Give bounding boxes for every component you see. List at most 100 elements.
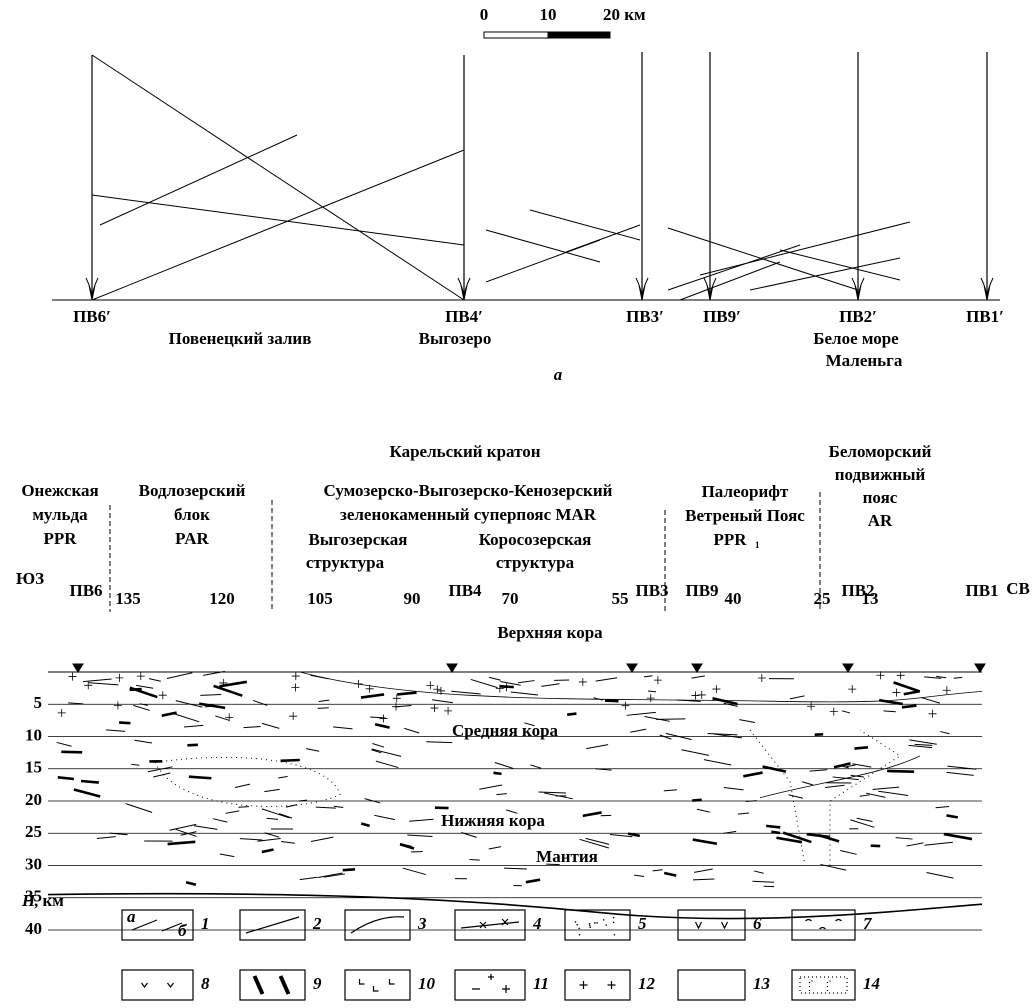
granite-sign [830,708,838,716]
reflector [739,720,755,723]
granite-sign [159,691,167,699]
reflector [840,851,856,855]
reflector [186,882,196,885]
legend-symbol [461,919,519,928]
legend-symbol [351,917,404,933]
reflector [921,698,940,704]
station-label: ПВ9 [685,581,718,600]
legend-number: 13 [753,974,771,993]
reflector [586,745,608,749]
reflector [281,842,295,844]
granite-sign [426,681,434,689]
distance-label: 120 [209,589,235,608]
reflector [681,750,708,756]
legend-dot [575,921,577,923]
station-triangle [975,664,985,672]
region-label: PPR [43,529,77,548]
legend-dot [589,923,591,925]
reflector [906,843,923,846]
reflector [754,871,764,873]
granite-sign [892,689,900,697]
station-label: ПВ9′ [703,307,741,326]
reflector [833,777,859,780]
granite-sign [137,672,145,680]
body: 0 10 20 км ПВ6′ ПВ4′ ПВ3′ ПВ9′ ПВ2′ ПВ1′… [0,0,1034,1008]
depth-tick-label: 15 [25,758,42,777]
reflector [235,784,250,787]
granite-sign [58,709,66,717]
legend-dot [613,917,615,919]
reflector [878,791,908,795]
legend-number: 8 [201,974,210,993]
reflector [648,691,656,692]
reflector [133,705,149,710]
legend-dot [594,922,596,924]
legend-dot [589,926,591,928]
reflector [451,691,480,694]
region-label: зеленокаменный суперпояс MAR [340,505,597,524]
region-label: Онежская [21,481,98,500]
reflector [766,826,780,828]
reflector [136,685,153,688]
reflector [220,854,234,857]
granite-sign [897,671,905,679]
reflector [300,877,318,879]
reflector [361,694,384,697]
legend-dot [596,922,598,924]
boundary [300,672,982,702]
reflector [57,742,72,746]
panel-a [52,52,1000,300]
legend-number: 5 [638,914,647,933]
legend-number: 2 [312,914,322,933]
region-label: структура [306,553,385,572]
reflector [538,792,566,793]
reflector [174,714,199,722]
region-label: Сумозерско-Выгозерско-Кенозерский [324,481,613,500]
reflector [240,839,263,840]
reflector [693,840,717,844]
intrusion [155,757,340,806]
legend-number: 3 [417,914,427,933]
granite-sign [698,691,706,699]
reflector [954,677,963,678]
reflector [376,761,398,767]
reflector [495,762,513,768]
reflector [915,744,933,745]
reflector [860,795,870,796]
reflector [802,782,813,785]
station-label: ПВ4 [448,581,482,600]
reflector [504,868,527,869]
region-label: пояс [863,488,898,507]
reflector [238,807,249,808]
legend-box [240,970,305,1000]
legend-box [565,970,630,1000]
reflector [81,781,99,783]
reflector [170,824,197,830]
reflector [807,834,830,837]
legend-sub: б [178,921,188,940]
reflector [184,725,203,727]
granite-sign [292,672,300,680]
reflector [738,813,749,814]
granite-sign [225,713,233,721]
legend-dot [576,924,578,926]
reflector [432,700,453,703]
distance-label: 105 [307,589,333,608]
reflector [946,815,957,817]
reflector [403,868,426,875]
legend-number: 14 [863,974,880,993]
reflector [842,711,850,713]
reflector [334,806,343,807]
reflector [694,869,713,872]
boundary [760,756,920,798]
legend-box [345,910,410,940]
reflector [106,730,125,732]
reflector [825,785,844,787]
reflector [947,772,974,775]
side-label: СВ [1006,579,1030,598]
region-label: подвижный [835,465,926,484]
reflector [226,811,240,813]
reflector [372,749,402,756]
granite-sign [355,680,363,688]
